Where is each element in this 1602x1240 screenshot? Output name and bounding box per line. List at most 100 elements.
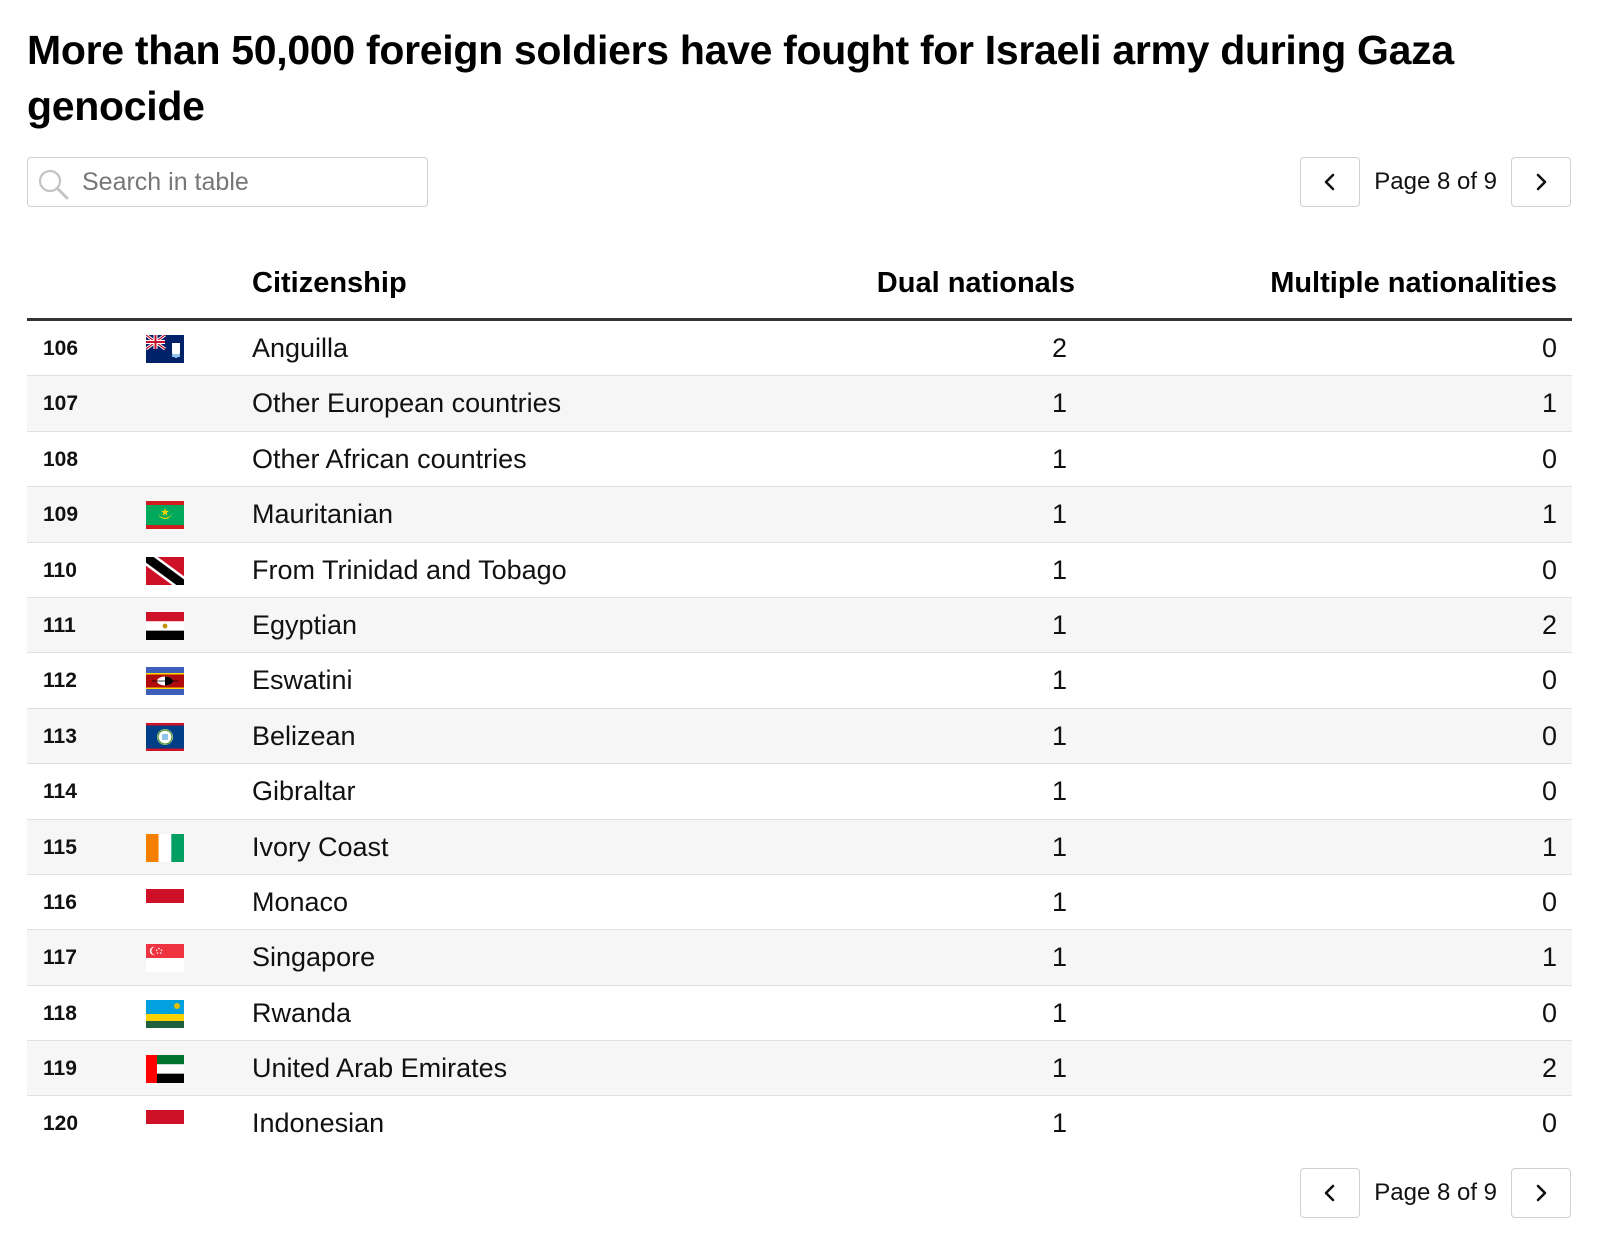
multiple-nationalities-cell: 1: [1541, 388, 1557, 419]
row-number: 115: [43, 835, 77, 859]
page-indicator: Page 8 of 9: [1374, 1179, 1497, 1206]
previous-page-button[interactable]: [1300, 157, 1361, 207]
table-row: 118 Rwanda 1 0: [27, 985, 1572, 1042]
header-dual-nationals[interactable]: Dual nationals: [876, 267, 1075, 299]
row-number: 107: [43, 392, 79, 416]
citizenship-cell: Belizean: [252, 720, 356, 751]
empty-flag: [146, 446, 184, 474]
dual-nationals-cell: 1: [1051, 997, 1067, 1028]
eswatini-flag: [146, 667, 184, 696]
row-number: 114: [43, 780, 77, 804]
dual-nationals-cell: 1: [1051, 499, 1067, 530]
multiple-nationalities-cell: 0: [1541, 997, 1557, 1028]
row-number: 110: [43, 558, 77, 582]
citizenship-cell: Eswatini: [252, 665, 353, 696]
citizenship-cell: Other African countries: [252, 443, 527, 474]
table-row: 114 Gibraltar 1 0: [27, 764, 1572, 820]
dual-nationals-cell: 1: [1051, 1053, 1067, 1084]
ivory-coast-flag: [146, 833, 184, 862]
dual-nationals-cell: 1: [1051, 388, 1067, 419]
multiple-nationalities-cell: 0: [1541, 554, 1557, 585]
multiple-nationalities-cell: 1: [1541, 942, 1557, 973]
dual-nationals-cell: 1: [1051, 609, 1067, 640]
table-row: 116 Monaco 1 0: [27, 874, 1572, 931]
row-number: 111: [43, 613, 76, 637]
empty-flag: [146, 778, 184, 806]
header-citizenship[interactable]: Citizenship: [252, 267, 407, 299]
dual-nationals-cell: 1: [1051, 776, 1067, 807]
egypt-flag: [146, 611, 184, 640]
row-number: 118: [43, 1001, 77, 1025]
trinidad-and-tobago-flag: [146, 556, 184, 585]
citizenship-cell: Indonesian: [252, 1108, 385, 1139]
multiple-nationalities-cell: 2: [1541, 1053, 1557, 1084]
dual-nationals-cell: 1: [1051, 831, 1067, 862]
belize-flag: [146, 722, 184, 751]
monaco-flag: [146, 888, 184, 917]
dual-nationals-cell: 1: [1051, 665, 1067, 696]
next-page-button[interactable]: [1511, 1168, 1571, 1218]
multiple-nationalities-cell: 0: [1541, 886, 1557, 917]
table-row: 113 Belizean 1 0: [27, 708, 1572, 765]
header-multiple-nationalities[interactable]: Multiple nationalities: [1270, 267, 1557, 299]
search-input[interactable]: [82, 158, 422, 206]
pagination-bottom: Page 8 of 9: [1300, 1168, 1571, 1218]
dual-nationals-cell: 1: [1051, 720, 1067, 751]
table-row: 106 Anguilla 2 0: [27, 321, 1572, 377]
citizenship-cell: Other European countries: [252, 388, 562, 419]
pagination-top: Page 8 of 9: [1300, 157, 1571, 207]
data-table: Citizenship Dual nationals Multiple nati…: [27, 255, 1572, 1152]
multiple-nationalities-cell: 1: [1541, 499, 1557, 530]
page-indicator: Page 8 of 9: [1374, 168, 1497, 195]
row-number: 106: [43, 337, 79, 360]
table-row: 107 Other European countries 1 1: [27, 376, 1572, 432]
citizenship-cell: United Arab Emirates: [252, 1053, 508, 1084]
citizenship-cell: Anguilla: [252, 333, 349, 363]
citizenship-cell: Mauritanian: [252, 499, 394, 530]
uae-flag: [146, 1055, 184, 1084]
search-icon: [38, 169, 69, 200]
dual-nationals-cell: 2: [1051, 333, 1067, 363]
multiple-nationalities-cell: 0: [1541, 333, 1557, 363]
row-number: 120: [43, 1112, 79, 1136]
page-title: More than 50,000 foreign soldiers have f…: [27, 27, 1454, 129]
table-row: 120 Indonesian 1 0: [27, 1096, 1572, 1152]
multiple-nationalities-cell: 0: [1541, 776, 1557, 807]
table-row: 115 Ivory Coast 1 1: [27, 819, 1572, 875]
table-body: 106 Anguilla 2 0 107 Other European countries…: [27, 321, 1572, 1152]
multiple-nationalities-cell: 0: [1541, 665, 1557, 696]
dual-nationals-cell: 1: [1051, 942, 1067, 973]
citizenship-cell: From Trinidad and Tobago: [252, 554, 567, 585]
table-row: 109 Mauritanian 1 1: [27, 487, 1572, 543]
chevron-left-icon: [1324, 173, 1335, 191]
multiple-nationalities-cell: 0: [1541, 720, 1557, 751]
indonesia-flag: [146, 1110, 184, 1139]
empty-flag: [146, 390, 184, 418]
previous-page-button[interactable]: [1300, 1168, 1361, 1218]
next-page-button[interactable]: [1511, 157, 1571, 207]
dual-nationals-cell: 1: [1051, 886, 1067, 917]
mauritania-flag: [146, 501, 184, 530]
dual-nationals-cell: 1: [1051, 443, 1067, 474]
row-number: 119: [43, 1057, 77, 1081]
row-number: 113: [43, 724, 77, 748]
table-row: 110 From Trinidad and Tobago 1 0: [27, 542, 1572, 598]
anguilla-flag: [146, 335, 184, 363]
singapore-flag: [146, 944, 184, 973]
chevron-left-icon: [1324, 1184, 1335, 1202]
table-row: 119 United Arab Emirates 1 2: [27, 1041, 1572, 1097]
table-row: 108 Other African countries 1 0: [27, 431, 1572, 488]
rwanda-flag: [146, 999, 184, 1028]
table-row: 111 Egyptian 1 2: [27, 597, 1572, 654]
citizenship-cell: Monaco: [252, 886, 349, 917]
row-number: 117: [43, 946, 77, 970]
multiple-nationalities-cell: 0: [1541, 443, 1557, 474]
row-number: 116: [43, 890, 77, 914]
dual-nationals-cell: 1: [1051, 1108, 1067, 1139]
chevron-right-icon: [1536, 173, 1547, 191]
citizenship-cell: Egyptian: [252, 609, 358, 640]
citizenship-cell: Singapore: [252, 942, 376, 973]
row-number: 112: [43, 669, 77, 693]
search-box[interactable]: [27, 157, 428, 207]
row-number: 108: [43, 447, 79, 471]
